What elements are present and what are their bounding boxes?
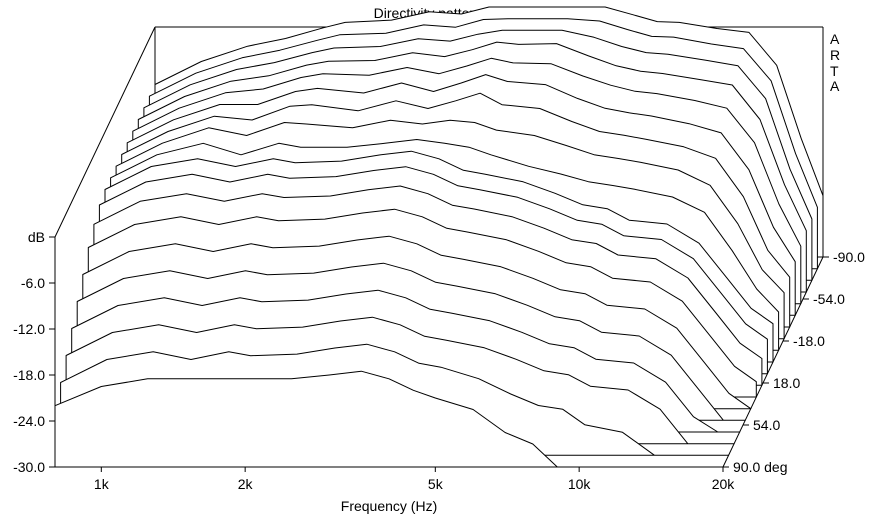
arta-brand-letters: A R T A [830, 31, 840, 94]
y-tick-label: -12.0 [13, 321, 45, 337]
slices-group [54, 6, 824, 468]
x-axis-ticks: 1k 2k 5k 10k 20k [94, 467, 735, 492]
angle-tick-label: 18.0 [773, 375, 800, 391]
brand-letter-4: A [830, 78, 840, 94]
brand-letter-3: T [830, 63, 839, 79]
x-tick-label: 2k [238, 476, 254, 492]
x-tick-label: 5k [428, 476, 444, 492]
x-tick-label: 1k [94, 476, 110, 492]
angle-tick-label: 54.0 [753, 417, 780, 433]
angle-tick-label: -90.0 [833, 249, 865, 265]
x-tick-label: 20k [712, 476, 736, 492]
y-axis-ticks: dB -6.0 -12.0 -18.0 -24.0 -30.0 [13, 229, 55, 475]
angle-tick-label: -54.0 [813, 291, 845, 307]
brand-letter-1: A [830, 31, 840, 47]
x-axis-label: Frequency (Hz) [341, 498, 437, 514]
y-tick-label: -6.0 [21, 275, 45, 291]
brand-letter-2: R [830, 47, 840, 63]
y-tick-label: -24.0 [13, 413, 45, 429]
y-tick-label: dB [28, 229, 45, 245]
angle-axis-ticks: 90.0 deg 54.0 18.0 -18.0 -54.0 -90.0 [723, 249, 865, 475]
x-tick-label: 10k [568, 476, 592, 492]
y-tick-label: -30.0 [13, 459, 45, 475]
angle-tick-label: -18.0 [793, 333, 825, 349]
slice-90-deg [54, 370, 724, 468]
y-tick-label: -18.0 [13, 367, 45, 383]
angle-tick-label: 90.0 deg [733, 459, 788, 475]
frame-diagonal-top [54, 26, 156, 238]
